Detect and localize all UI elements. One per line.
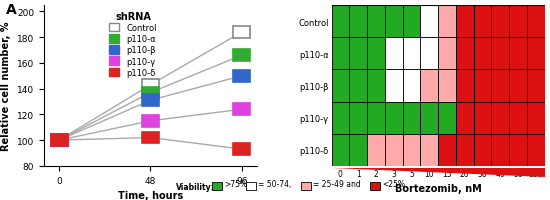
Bar: [367, 38, 385, 70]
Bar: [349, 38, 367, 70]
FancyBboxPatch shape: [233, 71, 250, 82]
Bar: [420, 38, 438, 70]
Bar: [367, 6, 385, 38]
Bar: [349, 134, 367, 166]
Bar: [420, 102, 438, 134]
Bar: [474, 6, 491, 38]
Bar: [474, 38, 491, 70]
Text: >75%: >75%: [224, 180, 247, 188]
Bar: [527, 134, 544, 166]
FancyBboxPatch shape: [51, 135, 68, 146]
X-axis label: Time, hours: Time, hours: [118, 190, 183, 200]
Bar: [420, 134, 438, 166]
Bar: [474, 134, 491, 166]
Y-axis label: Relative cell number, %: Relative cell number, %: [2, 22, 12, 150]
FancyBboxPatch shape: [142, 80, 159, 91]
X-axis label: Bortezomib, nM: Bortezomib, nM: [395, 183, 481, 193]
Bar: [332, 70, 349, 102]
Bar: [349, 102, 367, 134]
FancyBboxPatch shape: [233, 50, 250, 62]
Bar: [385, 70, 403, 102]
Bar: [491, 70, 509, 102]
Bar: [527, 6, 544, 38]
FancyBboxPatch shape: [51, 135, 68, 146]
Bar: [349, 6, 367, 38]
Bar: [491, 134, 509, 166]
Bar: [456, 38, 474, 70]
Bar: [332, 134, 349, 166]
Bar: [509, 38, 527, 70]
FancyBboxPatch shape: [142, 87, 159, 99]
FancyBboxPatch shape: [233, 144, 250, 155]
Bar: [367, 102, 385, 134]
Bar: [420, 70, 438, 102]
Bar: [438, 102, 456, 134]
Text: = 50-74,: = 50-74,: [258, 180, 292, 188]
Text: Viability:: Viability:: [176, 182, 214, 191]
Bar: [456, 134, 474, 166]
Bar: [438, 38, 456, 70]
Bar: [491, 6, 509, 38]
Bar: [420, 6, 438, 38]
Bar: [438, 6, 456, 38]
Bar: [509, 6, 527, 38]
Bar: [332, 38, 349, 70]
Text: A: A: [6, 3, 16, 17]
Bar: [385, 38, 403, 70]
Bar: [491, 102, 509, 134]
Bar: [456, 6, 474, 38]
Bar: [403, 6, 420, 38]
FancyBboxPatch shape: [233, 104, 250, 115]
Bar: [385, 6, 403, 38]
Bar: [367, 70, 385, 102]
Bar: [456, 102, 474, 134]
Bar: [474, 70, 491, 102]
FancyBboxPatch shape: [142, 115, 159, 127]
Bar: [332, 6, 349, 38]
Bar: [509, 134, 527, 166]
Bar: [403, 70, 420, 102]
Bar: [403, 38, 420, 70]
Bar: [509, 102, 527, 134]
FancyBboxPatch shape: [233, 27, 250, 39]
Bar: [438, 134, 456, 166]
FancyBboxPatch shape: [142, 95, 159, 106]
Text: <25%.: <25%.: [382, 180, 408, 188]
Bar: [474, 102, 491, 134]
Bar: [332, 102, 349, 134]
FancyBboxPatch shape: [51, 135, 68, 146]
FancyBboxPatch shape: [51, 135, 68, 146]
Legend: Control, p110-α, p110-β, p110-γ, p110-δ: Control, p110-α, p110-β, p110-γ, p110-δ: [108, 10, 158, 79]
Bar: [403, 102, 420, 134]
Bar: [491, 38, 509, 70]
Bar: [527, 102, 544, 134]
FancyBboxPatch shape: [142, 132, 159, 144]
FancyBboxPatch shape: [51, 135, 68, 146]
Bar: [509, 70, 527, 102]
Bar: [349, 70, 367, 102]
Bar: [527, 38, 544, 70]
Bar: [367, 134, 385, 166]
Bar: [403, 134, 420, 166]
Bar: [456, 70, 474, 102]
Text: = 25-49 and: = 25-49 and: [313, 180, 361, 188]
Bar: [438, 70, 456, 102]
Bar: [527, 70, 544, 102]
Bar: [385, 102, 403, 134]
Bar: [385, 134, 403, 166]
